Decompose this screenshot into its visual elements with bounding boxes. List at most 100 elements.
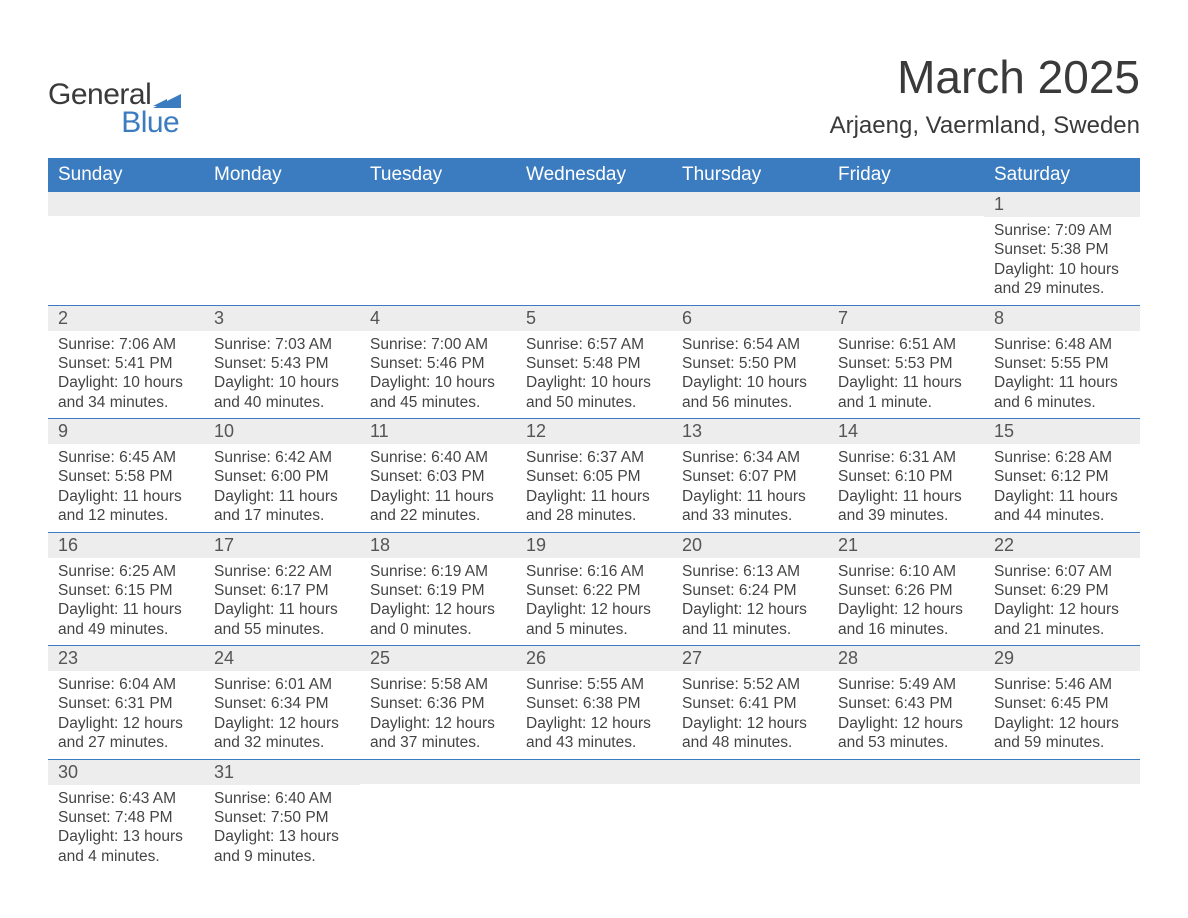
sunrise-line: Sunrise: 6:40 AM	[370, 448, 506, 467]
day-number: 21	[828, 533, 984, 558]
day-data: Sunrise: 6:16 AMSunset: 6:22 PMDaylight:…	[516, 558, 672, 646]
calendar-cell: 4Sunrise: 7:00 AMSunset: 5:46 PMDaylight…	[360, 305, 516, 419]
sunset-line: Sunset: 6:43 PM	[838, 694, 974, 713]
sunrise-line: Sunrise: 6:28 AM	[994, 448, 1130, 467]
logo-flag-icon	[153, 88, 181, 108]
day-data: Sunrise: 6:19 AMSunset: 6:19 PMDaylight:…	[360, 558, 516, 646]
calendar-cell: 23Sunrise: 6:04 AMSunset: 6:31 PMDayligh…	[48, 646, 204, 760]
weekday-header: Thursday	[672, 158, 828, 192]
calendar-cell	[984, 759, 1140, 872]
sunset-line: Sunset: 5:46 PM	[370, 354, 506, 373]
daylight-line: Daylight: 11 hours and 17 minutes.	[214, 487, 350, 526]
calendar-cell	[828, 759, 984, 872]
day-number: 6	[672, 306, 828, 331]
daylight-line: Daylight: 10 hours and 34 minutes.	[58, 373, 194, 412]
sunset-line: Sunset: 6:31 PM	[58, 694, 194, 713]
calendar-cell: 24Sunrise: 6:01 AMSunset: 6:34 PMDayligh…	[204, 646, 360, 760]
sunrise-line: Sunrise: 6:22 AM	[214, 562, 350, 581]
calendar-cell	[516, 192, 672, 305]
day-number	[672, 760, 828, 784]
day-number: 1	[984, 192, 1140, 217]
day-number: 18	[360, 533, 516, 558]
daylight-line: Daylight: 10 hours and 56 minutes.	[682, 373, 818, 412]
header: General Blue March 2025 Arjaeng, Vaermla…	[48, 50, 1140, 140]
sunset-line: Sunset: 6:34 PM	[214, 694, 350, 713]
day-data: Sunrise: 6:31 AMSunset: 6:10 PMDaylight:…	[828, 444, 984, 532]
sunrise-line: Sunrise: 5:58 AM	[370, 675, 506, 694]
sunset-line: Sunset: 6:00 PM	[214, 467, 350, 486]
calendar-cell: 27Sunrise: 5:52 AMSunset: 6:41 PMDayligh…	[672, 646, 828, 760]
sunset-line: Sunset: 6:36 PM	[370, 694, 506, 713]
daylight-line: Daylight: 12 hours and 53 minutes.	[838, 714, 974, 753]
day-number: 31	[204, 760, 360, 785]
weekday-header: Tuesday	[360, 158, 516, 192]
day-data: Sunrise: 6:28 AMSunset: 6:12 PMDaylight:…	[984, 444, 1140, 532]
sunrise-line: Sunrise: 6:37 AM	[526, 448, 662, 467]
daylight-line: Daylight: 11 hours and 44 minutes.	[994, 487, 1130, 526]
daylight-line: Daylight: 11 hours and 1 minute.	[838, 373, 974, 412]
sunrise-line: Sunrise: 6:40 AM	[214, 789, 350, 808]
day-data	[672, 784, 828, 794]
calendar-cell: 13Sunrise: 6:34 AMSunset: 6:07 PMDayligh…	[672, 419, 828, 533]
calendar-cell: 21Sunrise: 6:10 AMSunset: 6:26 PMDayligh…	[828, 532, 984, 646]
calendar-cell: 2Sunrise: 7:06 AMSunset: 5:41 PMDaylight…	[48, 305, 204, 419]
calendar-cell: 19Sunrise: 6:16 AMSunset: 6:22 PMDayligh…	[516, 532, 672, 646]
calendar-cell: 1Sunrise: 7:09 AMSunset: 5:38 PMDaylight…	[984, 192, 1140, 305]
calendar-cell: 30Sunrise: 6:43 AMSunset: 7:48 PMDayligh…	[48, 759, 204, 872]
daylight-line: Daylight: 11 hours and 33 minutes.	[682, 487, 818, 526]
title-block: March 2025 Arjaeng, Vaermland, Sweden	[830, 50, 1140, 140]
day-data	[360, 216, 516, 226]
daylight-line: Daylight: 12 hours and 11 minutes.	[682, 600, 818, 639]
day-data: Sunrise: 6:04 AMSunset: 6:31 PMDaylight:…	[48, 671, 204, 759]
day-data	[984, 784, 1140, 794]
day-data: Sunrise: 6:54 AMSunset: 5:50 PMDaylight:…	[672, 331, 828, 419]
daylight-line: Daylight: 10 hours and 50 minutes.	[526, 373, 662, 412]
day-data	[48, 216, 204, 226]
sunset-line: Sunset: 5:43 PM	[214, 354, 350, 373]
sunrise-line: Sunrise: 5:46 AM	[994, 675, 1130, 694]
day-data: Sunrise: 5:58 AMSunset: 6:36 PMDaylight:…	[360, 671, 516, 759]
day-data: Sunrise: 6:48 AMSunset: 5:55 PMDaylight:…	[984, 331, 1140, 419]
day-number	[360, 760, 516, 784]
day-data: Sunrise: 6:43 AMSunset: 7:48 PMDaylight:…	[48, 785, 204, 873]
sunset-line: Sunset: 6:17 PM	[214, 581, 350, 600]
month-title: March 2025	[830, 50, 1140, 104]
daylight-line: Daylight: 12 hours and 32 minutes.	[214, 714, 350, 753]
day-number: 5	[516, 306, 672, 331]
weekday-header: Saturday	[984, 158, 1140, 192]
day-data: Sunrise: 7:06 AMSunset: 5:41 PMDaylight:…	[48, 331, 204, 419]
daylight-line: Daylight: 12 hours and 0 minutes.	[370, 600, 506, 639]
day-number: 13	[672, 419, 828, 444]
daylight-line: Daylight: 12 hours and 48 minutes.	[682, 714, 818, 753]
sunset-line: Sunset: 6:22 PM	[526, 581, 662, 600]
sunrise-line: Sunrise: 5:55 AM	[526, 675, 662, 694]
daylight-line: Daylight: 12 hours and 59 minutes.	[994, 714, 1130, 753]
daylight-line: Daylight: 11 hours and 55 minutes.	[214, 600, 350, 639]
day-data	[516, 784, 672, 794]
day-number: 9	[48, 419, 204, 444]
day-data: Sunrise: 7:00 AMSunset: 5:46 PMDaylight:…	[360, 331, 516, 419]
daylight-line: Daylight: 12 hours and 16 minutes.	[838, 600, 974, 639]
daylight-line: Daylight: 12 hours and 27 minutes.	[58, 714, 194, 753]
day-number	[516, 192, 672, 216]
calendar-cell: 26Sunrise: 5:55 AMSunset: 6:38 PMDayligh…	[516, 646, 672, 760]
calendar-cell	[360, 759, 516, 872]
daylight-line: Daylight: 13 hours and 9 minutes.	[214, 827, 350, 866]
calendar-cell: 11Sunrise: 6:40 AMSunset: 6:03 PMDayligh…	[360, 419, 516, 533]
sunset-line: Sunset: 6:15 PM	[58, 581, 194, 600]
sunset-line: Sunset: 5:53 PM	[838, 354, 974, 373]
calendar-cell: 12Sunrise: 6:37 AMSunset: 6:05 PMDayligh…	[516, 419, 672, 533]
day-data: Sunrise: 6:57 AMSunset: 5:48 PMDaylight:…	[516, 331, 672, 419]
sunrise-line: Sunrise: 7:03 AM	[214, 335, 350, 354]
calendar-cell: 18Sunrise: 6:19 AMSunset: 6:19 PMDayligh…	[360, 532, 516, 646]
calendar-cell: 17Sunrise: 6:22 AMSunset: 6:17 PMDayligh…	[204, 532, 360, 646]
sunrise-line: Sunrise: 6:45 AM	[58, 448, 194, 467]
sunset-line: Sunset: 6:03 PM	[370, 467, 506, 486]
day-number: 27	[672, 646, 828, 671]
day-number: 20	[672, 533, 828, 558]
calendar-cell: 6Sunrise: 6:54 AMSunset: 5:50 PMDaylight…	[672, 305, 828, 419]
calendar-table: SundayMondayTuesdayWednesdayThursdayFrid…	[48, 158, 1140, 872]
day-data	[516, 216, 672, 226]
calendar-cell: 9Sunrise: 6:45 AMSunset: 5:58 PMDaylight…	[48, 419, 204, 533]
weekday-header: Sunday	[48, 158, 204, 192]
